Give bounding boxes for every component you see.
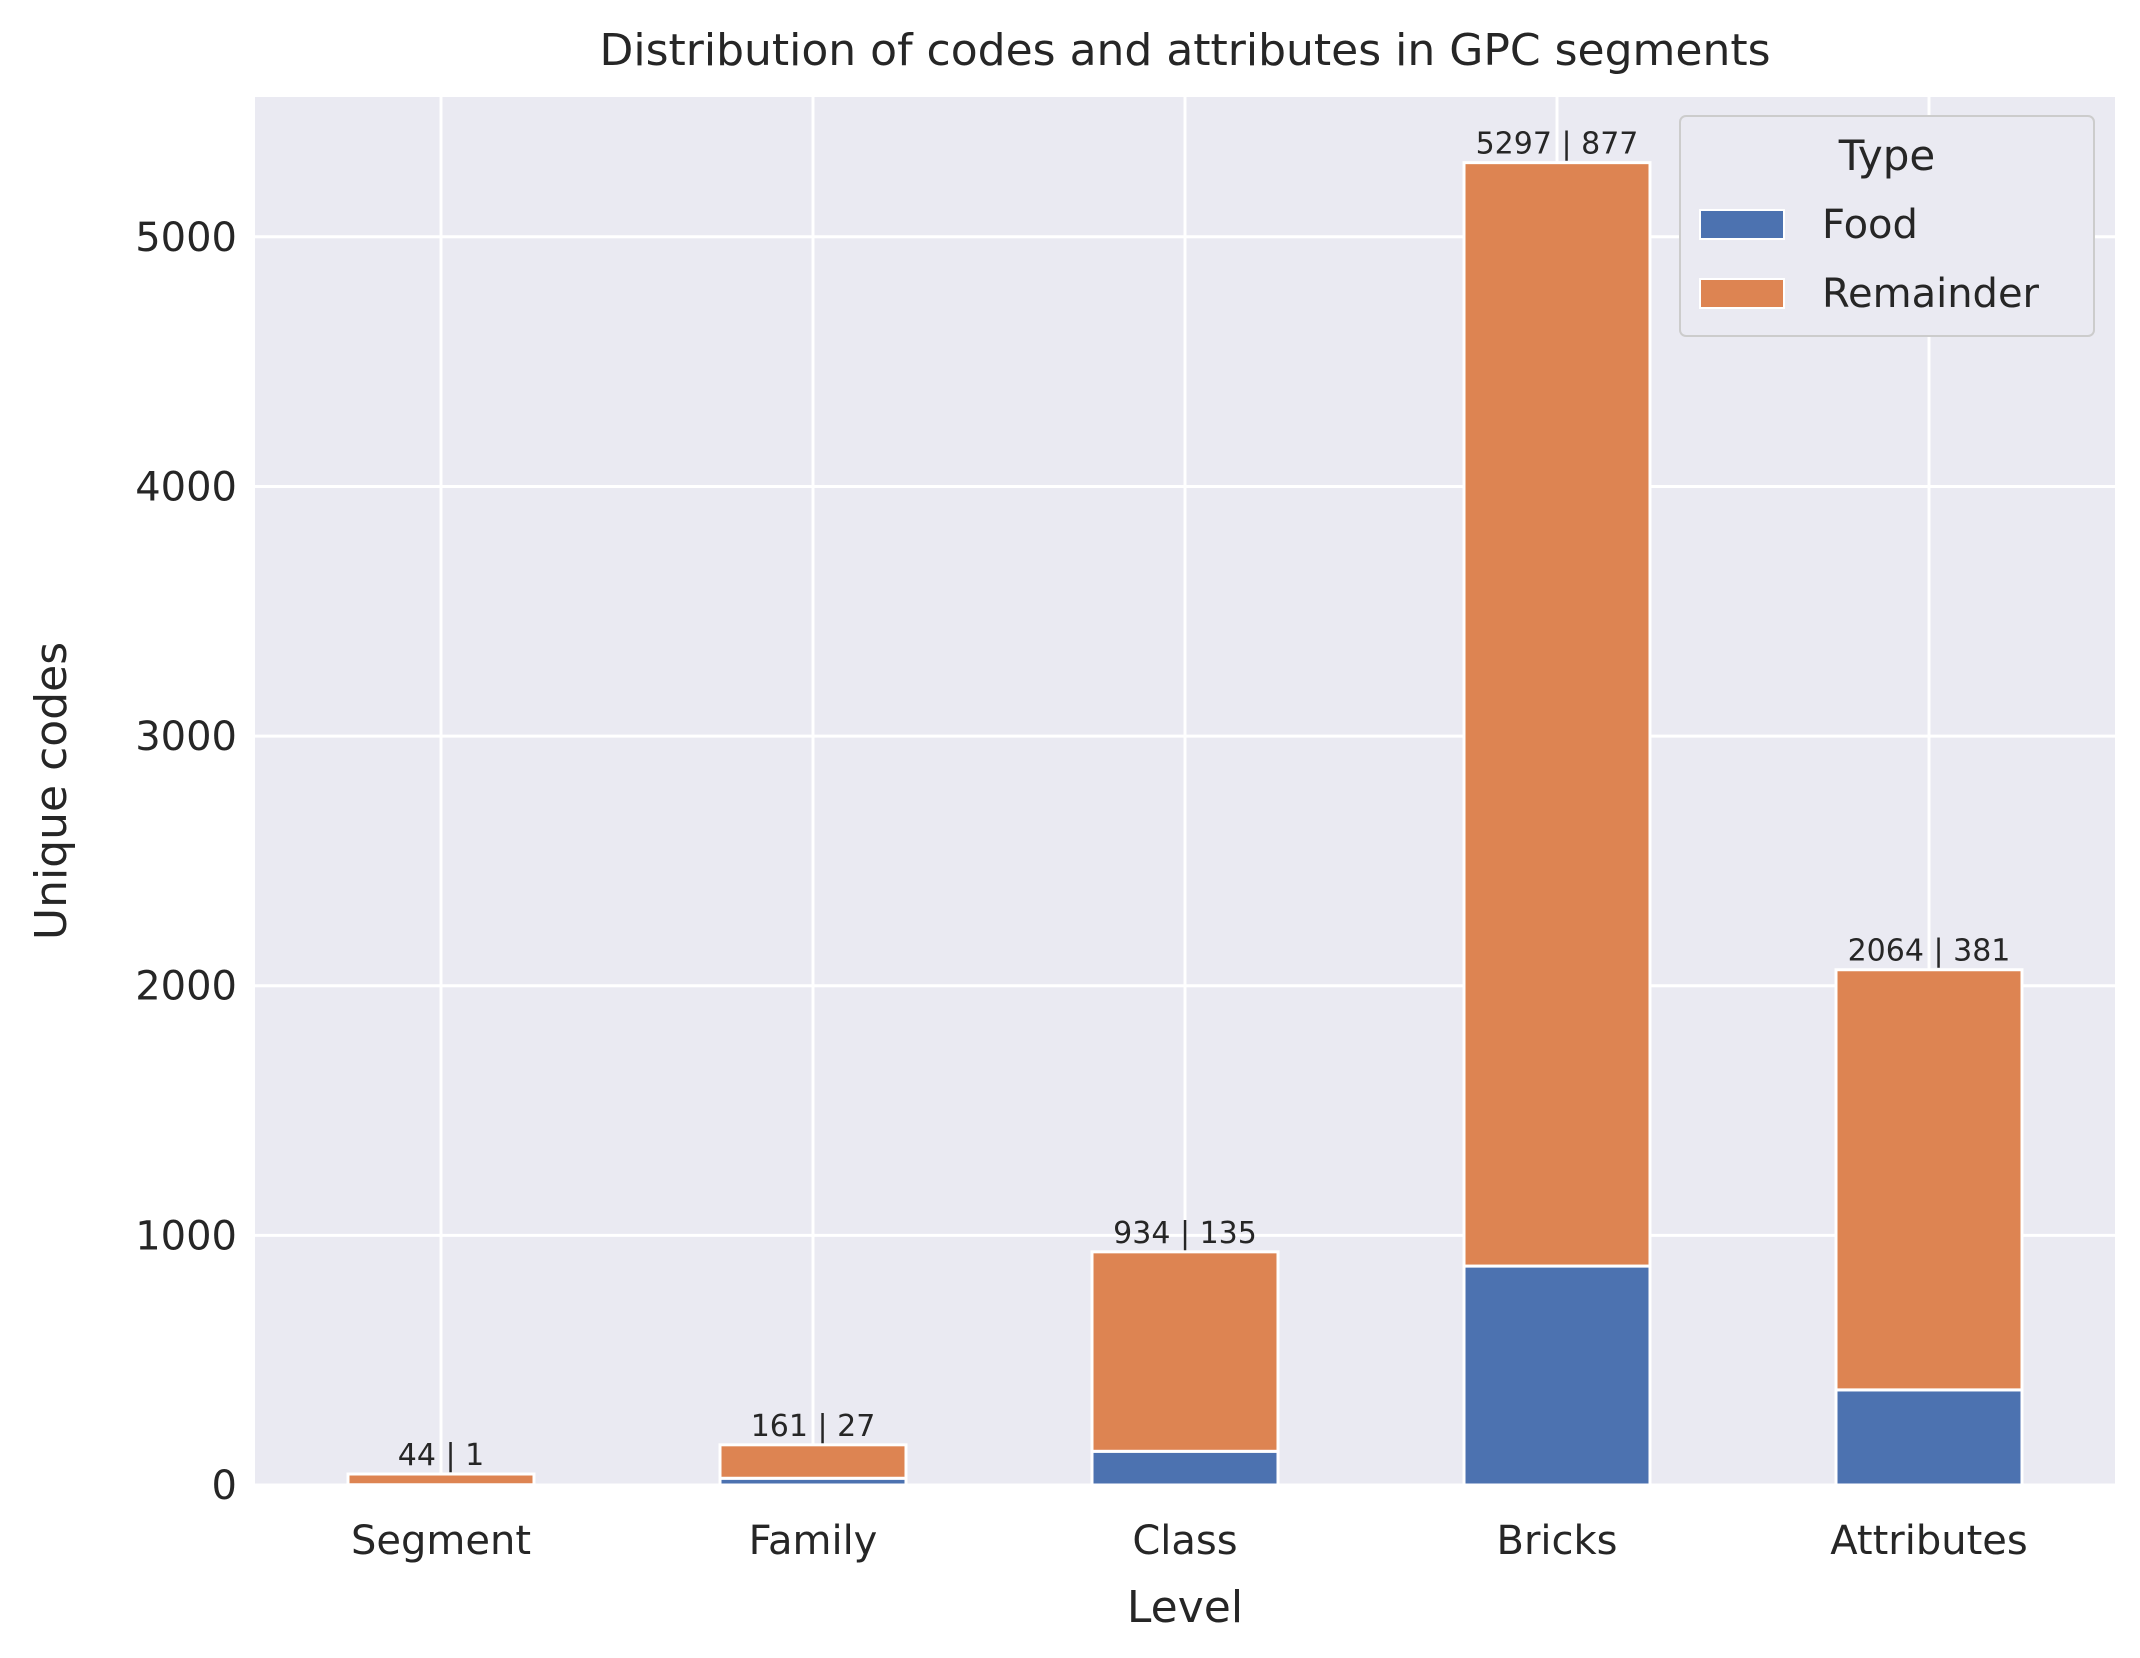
legend: Type Food Remainder	[1679, 115, 2095, 337]
y-tick-label: 5000	[135, 215, 237, 261]
x-tick-label: Segment	[351, 1518, 531, 1564]
x-tick-label: Family	[749, 1518, 878, 1564]
bar-remainder-attributes	[1834, 968, 2024, 1392]
legend-title: Type	[1838, 131, 1935, 180]
bars	[346, 161, 2024, 1487]
bar-food-attributes	[1834, 1388, 2024, 1487]
y-tick-label: 0	[212, 1463, 237, 1509]
bar-remainder-class	[1090, 1250, 1280, 1453]
y-tick-label: 3000	[135, 714, 237, 760]
legend-swatch-remainder	[1699, 278, 1785, 309]
legend-label-food: Food	[1822, 202, 1918, 248]
y-axis-ticks: 0 1000 2000 3000 4000 5000	[135, 215, 237, 1509]
bar-value-label: 2064 | 381	[1848, 934, 2011, 969]
x-axis-ticks: Segment Family Class Bricks Attributes	[351, 1518, 2028, 1564]
x-tick-label: Bricks	[1497, 1518, 1618, 1564]
legend-swatch-food	[1699, 209, 1785, 240]
bar-value-label: 5297 | 877	[1476, 127, 1639, 162]
y-tick-label: 2000	[135, 964, 237, 1010]
bar-remainder-family	[718, 1443, 908, 1480]
legend-label-remainder: Remainder	[1822, 271, 2040, 317]
y-axis-title: Unique codes	[26, 642, 77, 940]
bar-remainder-segment	[346, 1472, 536, 1487]
y-tick-label: 1000	[135, 1213, 237, 1259]
bar-value-label: 44 | 1	[398, 1438, 484, 1473]
x-tick-label: Attributes	[1830, 1518, 2027, 1564]
chart-title: Distribution of codes and attributes in …	[599, 25, 1770, 76]
bar-food-bricks	[1462, 1264, 1652, 1487]
y-tick-label: 4000	[135, 464, 237, 510]
x-tick-label: Class	[1132, 1518, 1237, 1564]
x-axis-title: Level	[1127, 1582, 1243, 1633]
bar-food-class	[1090, 1449, 1280, 1487]
bar-remainder-bricks	[1462, 161, 1652, 1268]
bar-labels: 44 | 1 161 | 27 934 | 135 5297 | 877 2064 | …	[398, 127, 2011, 1473]
bar-value-label: 161 | 27	[751, 1409, 876, 1444]
bar-value-label: 934 | 135	[1113, 1216, 1257, 1251]
